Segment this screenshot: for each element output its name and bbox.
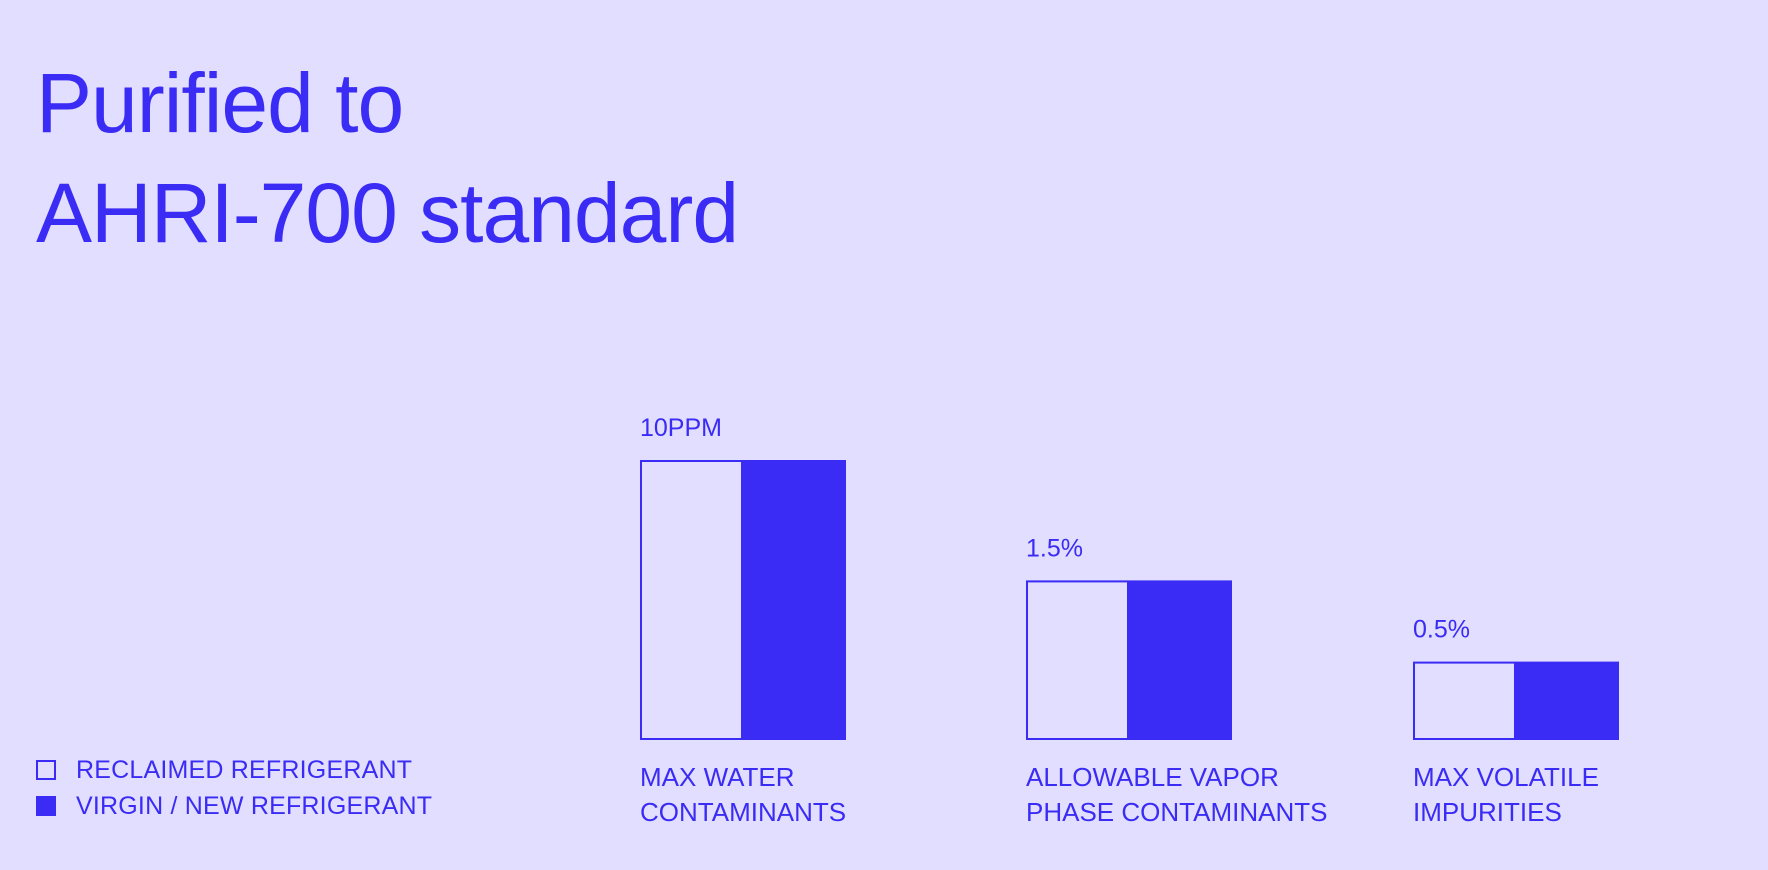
bar-virgin-1 (743, 460, 846, 740)
category-label-3-line-1: MAX VOLATILE (1413, 762, 1599, 792)
outline-swatch-icon (36, 760, 56, 780)
value-label-3: 0.5% (1413, 616, 1470, 644)
bar-reclaimed-1 (640, 460, 743, 740)
legend-item-reclaimed: RECLAIMED REFRIGERANT (36, 752, 432, 788)
category-label-1-line-2: CONTAMINANTS (640, 797, 846, 827)
bar-reclaimed-2 (1026, 580, 1129, 741)
category-label-3-line-2: IMPURITIES (1413, 797, 1562, 827)
filled-swatch-icon (36, 796, 56, 816)
value-label-2: 1.5% (1026, 534, 1083, 562)
title-line-1: Purified to (36, 56, 404, 150)
legend-label-reclaimed: RECLAIMED REFRIGERANT (76, 755, 413, 784)
bar-virgin-2 (1129, 580, 1232, 741)
page-title: Purified to AHRI-700 standard (36, 48, 739, 268)
category-label-1-line-1: MAX WATER (640, 762, 795, 792)
bar-reclaimed-3 (1413, 661, 1516, 740)
legend-label-virgin: VIRGIN / NEW REFRIGERANT (76, 791, 433, 820)
category-label-2-line-1: ALLOWABLE VAPOR (1026, 762, 1279, 792)
category-label-2-line-2: PHASE CONTAMINANTS (1026, 797, 1327, 827)
title-line-2: AHRI-700 standard (36, 166, 739, 260)
bar-virgin-3 (1516, 661, 1619, 740)
value-label-1: 10PPM (640, 414, 722, 442)
legend-item-virgin: VIRGIN / NEW REFRIGERANT (36, 788, 432, 824)
legend: RECLAIMED REFRIGERANT VIRGIN / NEW REFRI… (36, 752, 432, 824)
